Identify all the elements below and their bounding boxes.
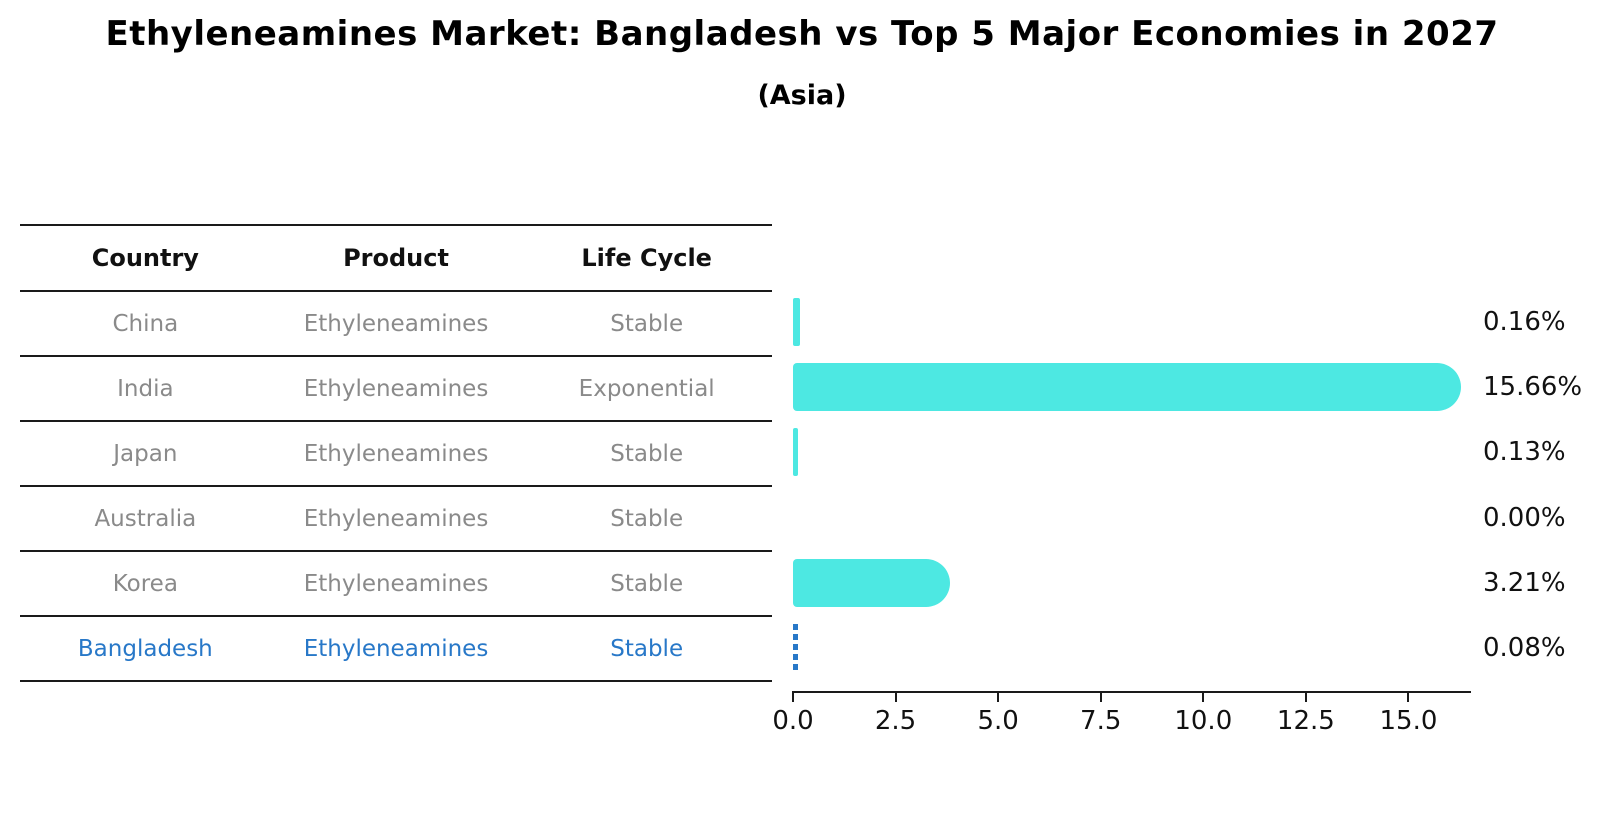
value-label-bangladesh: 0.08% xyxy=(1483,633,1566,663)
country-table: Country Product Life Cycle China Ethylene… xyxy=(20,224,772,682)
bar-india xyxy=(793,363,1461,412)
cell-life-cycle: Stable xyxy=(610,440,684,467)
cell-product: Ethyleneamines xyxy=(303,440,489,467)
column-header-life-cycle: Life Cycle xyxy=(581,244,712,272)
chart-title: Ethyleneamines Market: Bangladesh vs Top… xyxy=(105,14,1499,54)
cell-product: Ethyleneamines xyxy=(303,310,489,337)
cell-country: China xyxy=(112,310,179,337)
chart-subtitle: (Asia) xyxy=(757,80,847,111)
cell-product: Ethyleneamines xyxy=(303,635,489,662)
x-tick-mark xyxy=(1099,693,1102,702)
x-tick-mark xyxy=(792,693,794,702)
bar-bangladesh xyxy=(793,624,798,672)
bar-japan xyxy=(793,428,798,477)
x-tick-label: 15.0 xyxy=(1379,706,1438,736)
table-row-australia: Australia Ethyleneamines Stable xyxy=(20,487,772,552)
value-label-korea: 3.21% xyxy=(1483,567,1566,598)
table-row-bangladesh: Bangladesh Ethyleneamines Stable xyxy=(20,617,772,682)
table-row-korea: Korea Ethyleneamines Stable xyxy=(20,552,772,617)
cell-life-cycle: Exponential xyxy=(578,375,715,402)
bar-china xyxy=(793,298,800,346)
x-axis-line xyxy=(792,691,1471,693)
column-header-country: Country xyxy=(91,244,199,272)
x-tick-mark xyxy=(1304,693,1307,702)
x-tick-label: 12.5 xyxy=(1276,706,1335,736)
cell-product: Ethyleneamines xyxy=(303,505,489,532)
cell-life-cycle: Stable xyxy=(610,310,684,337)
cell-country: India xyxy=(117,375,174,402)
cell-country: Bangladesh xyxy=(77,635,213,662)
x-tick-label: 2.5 xyxy=(874,706,917,736)
value-label-japan: 0.13% xyxy=(1483,437,1566,468)
bar-korea xyxy=(793,558,950,607)
x-tick-label: 10.0 xyxy=(1174,706,1233,736)
x-tick-label: 5.0 xyxy=(977,706,1019,736)
x-tick-mark xyxy=(997,693,1000,702)
x-tick-label: 7.5 xyxy=(1080,706,1122,736)
table-header-row: Country Product Life Cycle xyxy=(20,226,772,292)
cell-life-cycle: Stable xyxy=(610,635,684,662)
cell-country: Japan xyxy=(113,440,178,467)
cell-country: Korea xyxy=(112,570,178,597)
table-row-india: India Ethyleneamines Exponential xyxy=(20,357,772,422)
column-header-product: Product xyxy=(343,244,449,272)
x-tick-mark xyxy=(1407,693,1410,702)
cell-life-cycle: Stable xyxy=(610,505,684,532)
x-tick-label: 0.0 xyxy=(772,706,814,736)
value-label-china: 0.16% xyxy=(1483,307,1566,337)
table-row-china: China Ethyleneamines Stable xyxy=(20,292,772,357)
cell-country: Australia xyxy=(94,505,197,532)
cell-life-cycle: Stable xyxy=(610,570,684,597)
table-row-japan: Japan Ethyleneamines Stable xyxy=(20,422,772,487)
value-label-india: 15.66% xyxy=(1483,372,1583,403)
cell-product: Ethyleneamines xyxy=(303,570,489,597)
x-tick-mark xyxy=(1202,693,1205,702)
value-label-australia: 0.00% xyxy=(1483,502,1566,533)
cell-product: Ethyleneamines xyxy=(303,375,489,402)
x-tick-mark xyxy=(894,693,897,702)
